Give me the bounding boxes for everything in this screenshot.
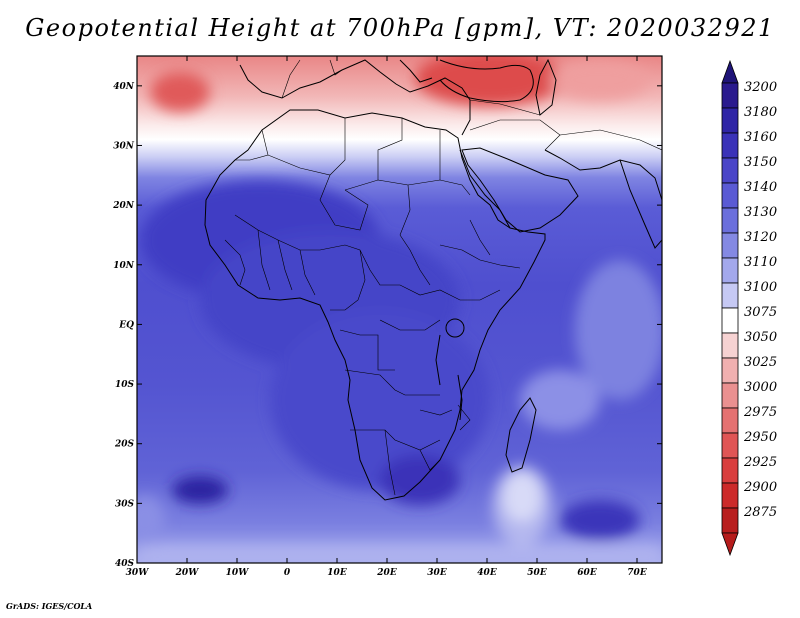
colorbar-segment bbox=[721, 457, 739, 484]
country-borders bbox=[224, 59, 662, 496]
lat-tick-label: 30S bbox=[115, 499, 135, 509]
colorbar-segment bbox=[721, 482, 739, 509]
colorbar-label: 3130 bbox=[744, 205, 777, 220]
geopotential-height-field bbox=[137, 56, 662, 563]
colorbar-segment bbox=[721, 182, 739, 209]
colorbar-segment bbox=[721, 507, 739, 534]
lon-tick-label: 20W bbox=[175, 568, 200, 578]
colorbar-label: 2975 bbox=[743, 405, 777, 420]
colorbar-top-arrow bbox=[721, 59, 739, 84]
colorbar-label: 3180 bbox=[744, 105, 777, 120]
lat-tick-label: 40N bbox=[113, 82, 135, 92]
lat-tick-label: 40S bbox=[115, 559, 135, 569]
lon-tick-label: 10E bbox=[327, 568, 347, 578]
lat-tick-label: 20N bbox=[112, 201, 135, 211]
colorbar-segment bbox=[721, 332, 739, 359]
lon-tick-label: 0 bbox=[284, 568, 291, 578]
colorbar-label: 3000 bbox=[744, 380, 777, 395]
lat-tick-label: 20S bbox=[114, 440, 135, 450]
colorbar-segment bbox=[721, 432, 739, 459]
colorbar-label: 3110 bbox=[744, 255, 777, 270]
lat-tick-label: 10S bbox=[115, 380, 135, 390]
colorbar-label: 3100 bbox=[744, 280, 777, 295]
map-frame bbox=[136, 55, 663, 564]
lon-tick-label: 70E bbox=[627, 568, 647, 578]
lon-tick-label: 40E bbox=[477, 568, 497, 578]
lon-tick-label: 50E bbox=[527, 568, 547, 578]
colorbar-segment bbox=[721, 107, 739, 134]
colorbar-segment bbox=[721, 307, 739, 334]
colorbar-segment bbox=[721, 157, 739, 184]
colorbar-label: 3140 bbox=[744, 180, 777, 195]
colorbar-label: 2950 bbox=[743, 430, 777, 445]
lon-tick-label: 10W bbox=[226, 568, 250, 578]
colorbar-segment bbox=[721, 82, 739, 109]
lat-tick-label: 10N bbox=[113, 261, 135, 271]
lon-tick-label: 60E bbox=[577, 568, 597, 578]
map-title: Geopotential Height at 700hPa [gpm], VT:… bbox=[25, 14, 775, 42]
colorbar-segment bbox=[721, 257, 739, 284]
colorbar-label: 2875 bbox=[743, 505, 777, 520]
colorbar-label: 2925 bbox=[743, 455, 777, 470]
colorbar-label: 3075 bbox=[744, 305, 777, 320]
colorbar-segment bbox=[721, 282, 739, 309]
colorbar: 3200 3180 3160 3150 3140 3130 3120 3110 3100 3075… bbox=[721, 59, 777, 557]
credit-label: GrADS: IGES/COLA bbox=[6, 601, 93, 611]
colorbar-segment bbox=[721, 357, 739, 384]
colorbar-label: 3050 bbox=[744, 330, 777, 345]
colorbar-segment bbox=[721, 207, 739, 234]
colorbar-segment bbox=[721, 407, 739, 434]
colorbar-label: 2900 bbox=[743, 480, 777, 495]
colorbar-label: 3150 bbox=[744, 155, 777, 170]
lon-tick-label: 30E bbox=[427, 568, 447, 578]
longitude-axis: 30W 20W 10W 0 10E 20E 30E 40E 50E 60E 70E bbox=[126, 56, 647, 578]
colorbar-segment bbox=[721, 132, 739, 159]
lon-tick-label: 20E bbox=[376, 568, 397, 578]
colorbar-segment bbox=[721, 232, 739, 259]
lon-tick-label: 30W bbox=[126, 568, 150, 578]
lat-tick-label: 30N bbox=[113, 141, 135, 151]
colorbar-label: 3120 bbox=[744, 230, 777, 245]
colorbar-label: 3025 bbox=[744, 355, 777, 370]
colorbar-label: 3200 bbox=[744, 80, 777, 95]
colorbar-label: 3160 bbox=[744, 130, 777, 145]
coastlines bbox=[204, 58, 662, 501]
colorbar-bottom-arrow bbox=[721, 532, 739, 557]
colorbar-segment bbox=[721, 382, 739, 409]
lat-tick-label: EQ bbox=[118, 320, 134, 330]
latitude-axis: 40N 30N 20N 10N EQ 10S 20S 30S 40S bbox=[112, 82, 662, 569]
